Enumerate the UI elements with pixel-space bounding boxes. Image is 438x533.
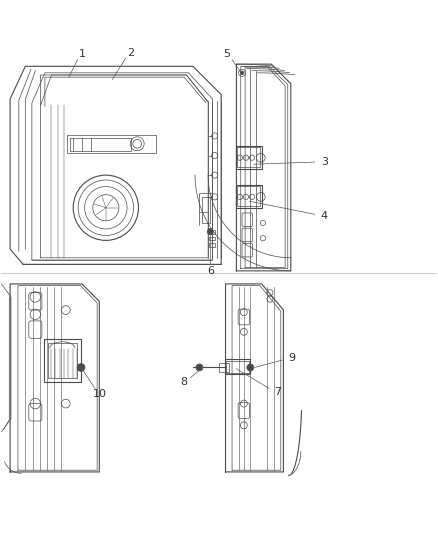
Bar bbox=[209, 237, 215, 240]
Bar bbox=[44, 339, 81, 382]
Circle shape bbox=[240, 71, 244, 75]
Text: 2: 2 bbox=[127, 48, 134, 58]
Bar bbox=[237, 187, 260, 206]
Bar bbox=[209, 230, 215, 234]
Text: 3: 3 bbox=[321, 157, 328, 167]
Circle shape bbox=[207, 229, 213, 235]
Bar bbox=[209, 244, 215, 247]
Bar bbox=[237, 147, 260, 167]
Text: 8: 8 bbox=[180, 377, 187, 387]
Circle shape bbox=[196, 364, 203, 371]
Bar bbox=[70, 138, 131, 151]
Circle shape bbox=[77, 364, 85, 372]
Text: 4: 4 bbox=[321, 211, 328, 221]
Bar bbox=[236, 185, 261, 208]
Bar bbox=[226, 360, 249, 373]
Bar bbox=[219, 363, 230, 372]
Bar bbox=[236, 146, 261, 168]
Bar bbox=[67, 135, 156, 154]
Circle shape bbox=[247, 364, 254, 371]
Text: 5: 5 bbox=[223, 50, 230, 59]
Text: 9: 9 bbox=[288, 353, 295, 364]
Text: 7: 7 bbox=[274, 387, 281, 397]
Text: 10: 10 bbox=[93, 389, 107, 399]
Bar bbox=[225, 359, 251, 375]
Bar bbox=[201, 197, 210, 223]
Text: 1: 1 bbox=[78, 49, 85, 59]
Text: 6: 6 bbox=[207, 266, 214, 276]
Bar bbox=[47, 343, 77, 378]
